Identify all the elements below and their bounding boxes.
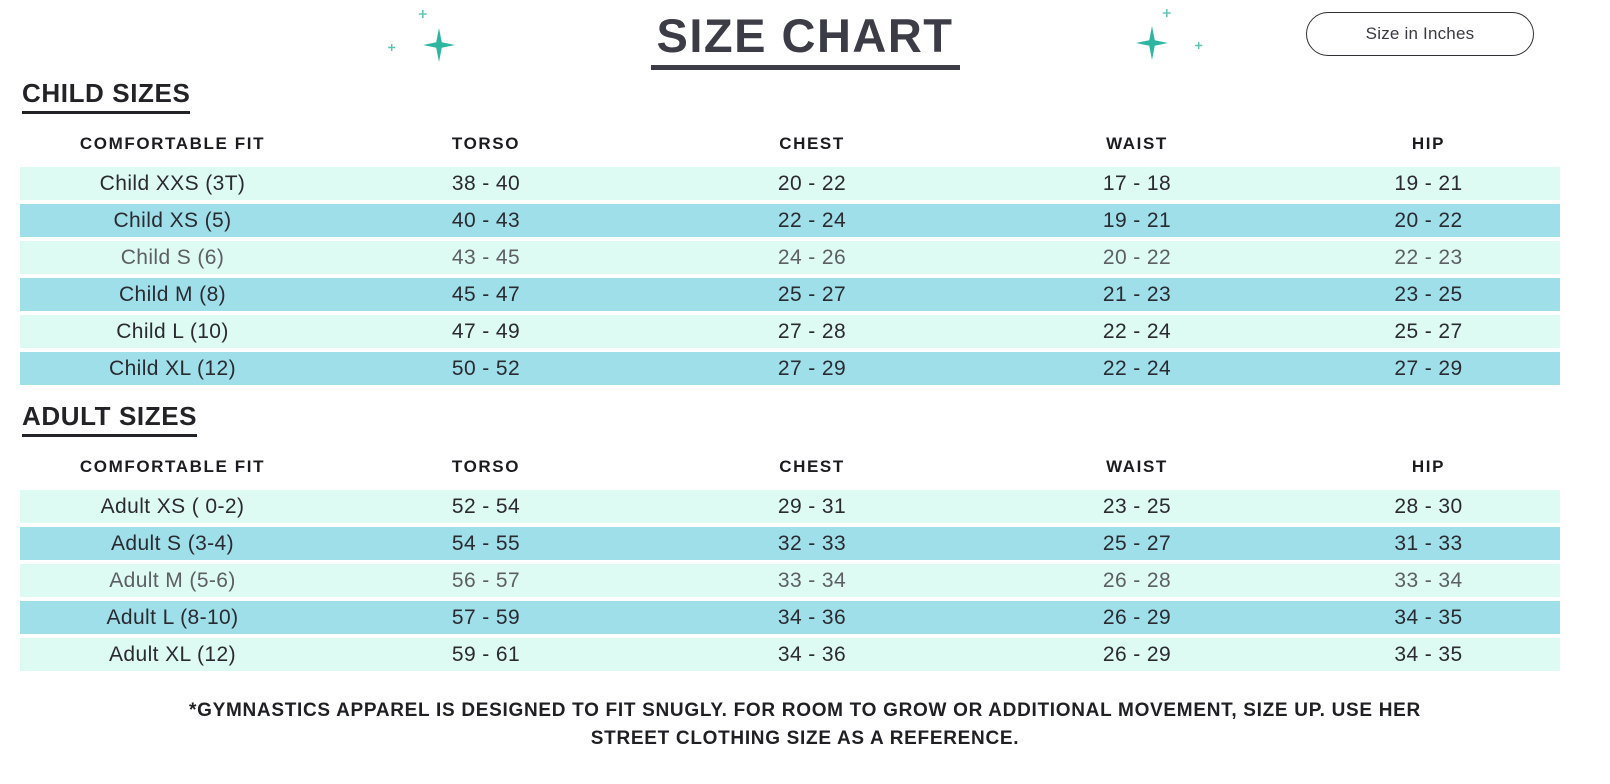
cell-chest: 22 - 24 [777, 208, 847, 232]
adult-sizes-section: ADULT SIZES COMFORTABLE FIT TORSO CHEST … [0, 401, 1610, 671]
section-heading-adult: ADULT SIZES [22, 401, 198, 437]
cell-fit: Adult M (5-6) [109, 568, 236, 592]
column-header-chest: CHEST [779, 457, 845, 476]
cell-waist: 21 - 23 [1102, 282, 1172, 306]
cell-torso: 47 - 49 [451, 319, 521, 343]
table-row: Adult XS ( 0-2) 52 - 54 29 - 31 23 - 25 … [20, 490, 1560, 523]
cell-torso: 43 - 45 [451, 245, 521, 269]
table-row: Child M (8) 45 - 47 25 - 27 21 - 23 23 -… [20, 278, 1560, 311]
page-title: SIZE CHART [0, 8, 1610, 70]
cell-waist: 20 - 22 [1102, 245, 1172, 269]
cell-torso: 57 - 59 [451, 605, 521, 629]
page-title-text: SIZE CHART [650, 11, 960, 70]
cell-waist: 22 - 24 [1102, 356, 1172, 380]
cell-torso: 52 - 54 [451, 494, 521, 518]
cell-hip: 27 - 29 [1394, 356, 1463, 380]
table-row: Adult M (5-6) 56 - 57 33 - 34 26 - 28 33… [20, 564, 1560, 597]
cell-waist: 19 - 21 [1102, 208, 1172, 232]
cell-torso: 45 - 47 [451, 282, 521, 306]
cell-hip: 20 - 22 [1394, 208, 1463, 232]
column-header-fit: COMFORTABLE FIT [79, 134, 266, 153]
column-header-waist: WAIST [1106, 457, 1168, 476]
table-row: Adult XL (12) 59 - 61 34 - 36 26 - 29 34… [20, 638, 1560, 671]
fit-disclaimer-note: *GYMNASTICS APPAREL IS DESIGNED TO FIT S… [189, 700, 1421, 750]
cell-torso: 38 - 40 [451, 171, 521, 195]
cell-chest: 27 - 29 [777, 356, 847, 380]
section-heading-child: CHILD SIZES [22, 78, 191, 114]
cell-hip: 28 - 30 [1394, 494, 1463, 518]
cell-hip: 25 - 27 [1394, 319, 1463, 343]
cell-fit: Child XXS (3T) [99, 171, 246, 195]
table-row: Child XS (5) 40 - 43 22 - 24 19 - 21 20 … [20, 204, 1560, 237]
cell-fit: Adult L (8-10) [106, 605, 239, 629]
cell-fit: Child S (6) [120, 245, 225, 269]
column-header-chest: CHEST [779, 134, 845, 153]
cell-fit: Child XS (5) [113, 208, 232, 232]
column-header-fit: COMFORTABLE FIT [79, 457, 266, 476]
cell-torso: 56 - 57 [451, 568, 521, 592]
cell-fit: Adult XS ( 0-2) [100, 494, 245, 518]
column-header-hip: HIP [1411, 134, 1446, 153]
cell-fit: Child XL (12) [109, 356, 236, 380]
cell-chest: 25 - 27 [777, 282, 847, 306]
adult-sizes-table: COMFORTABLE FIT TORSO CHEST WAIST HIP Ad… [0, 447, 1610, 671]
cell-waist: 25 - 27 [1102, 531, 1172, 555]
table-row: Child S (6) 43 - 45 24 - 26 20 - 22 22 -… [20, 241, 1560, 274]
cell-torso: 54 - 55 [451, 531, 521, 555]
table-header-row: COMFORTABLE FIT TORSO CHEST WAIST HIP [20, 447, 1560, 487]
cell-chest: 29 - 31 [777, 494, 847, 518]
cell-waist: 26 - 28 [1102, 568, 1172, 592]
cell-chest: 33 - 34 [777, 568, 847, 592]
cell-hip: 34 - 35 [1394, 605, 1463, 629]
column-header-torso: TORSO [451, 134, 521, 153]
table-row: Child XL (12) 50 - 52 27 - 29 22 - 24 27… [20, 352, 1560, 385]
child-sizes-section: CHILD SIZES COMFORTABLE FIT TORSO CHEST … [0, 78, 1610, 385]
cell-torso: 40 - 43 [451, 208, 521, 232]
cell-waist: 26 - 29 [1102, 642, 1172, 666]
cell-fit: Child L (10) [116, 319, 229, 343]
cell-chest: 27 - 28 [777, 319, 847, 343]
cell-torso: 59 - 61 [451, 642, 521, 666]
table-row: Child L (10) 47 - 49 27 - 28 22 - 24 25 … [20, 315, 1560, 348]
cell-hip: 31 - 33 [1394, 531, 1463, 555]
cell-waist: 17 - 18 [1102, 171, 1172, 195]
cell-hip: 22 - 23 [1394, 245, 1463, 269]
cell-waist: 26 - 29 [1102, 605, 1172, 629]
cell-fit: Adult S (3-4) [110, 531, 235, 555]
cell-chest: 32 - 33 [777, 531, 847, 555]
cell-chest: 24 - 26 [777, 245, 847, 269]
table-row: Child XXS (3T) 38 - 40 20 - 22 17 - 18 1… [20, 167, 1560, 200]
cell-hip: 23 - 25 [1394, 282, 1463, 306]
cell-waist: 23 - 25 [1102, 494, 1172, 518]
page-header: SIZE CHART Size in Inches [0, 0, 1610, 78]
cell-fit: Child M (8) [118, 282, 227, 306]
table-header-row: COMFORTABLE FIT TORSO CHEST WAIST HIP [20, 124, 1560, 164]
cell-torso: 50 - 52 [451, 356, 521, 380]
cell-hip: 19 - 21 [1394, 171, 1463, 195]
cell-hip: 34 - 35 [1394, 642, 1463, 666]
table-row: Adult S (3-4) 54 - 55 32 - 33 25 - 27 31… [20, 527, 1560, 560]
child-sizes-table: COMFORTABLE FIT TORSO CHEST WAIST HIP Ch… [0, 124, 1610, 385]
cell-chest: 20 - 22 [777, 171, 847, 195]
cell-chest: 34 - 36 [777, 642, 847, 666]
column-header-torso: TORSO [451, 457, 521, 476]
table-row: Adult L (8-10) 57 - 59 34 - 36 26 - 29 3… [20, 601, 1560, 634]
cell-waist: 22 - 24 [1102, 319, 1172, 343]
cell-chest: 34 - 36 [777, 605, 847, 629]
cell-hip: 33 - 34 [1394, 568, 1463, 592]
cell-fit: Adult XL (12) [109, 642, 236, 666]
size-in-inches-button[interactable]: Size in Inches [1306, 12, 1534, 56]
column-header-waist: WAIST [1106, 134, 1168, 153]
column-header-hip: HIP [1411, 457, 1446, 476]
